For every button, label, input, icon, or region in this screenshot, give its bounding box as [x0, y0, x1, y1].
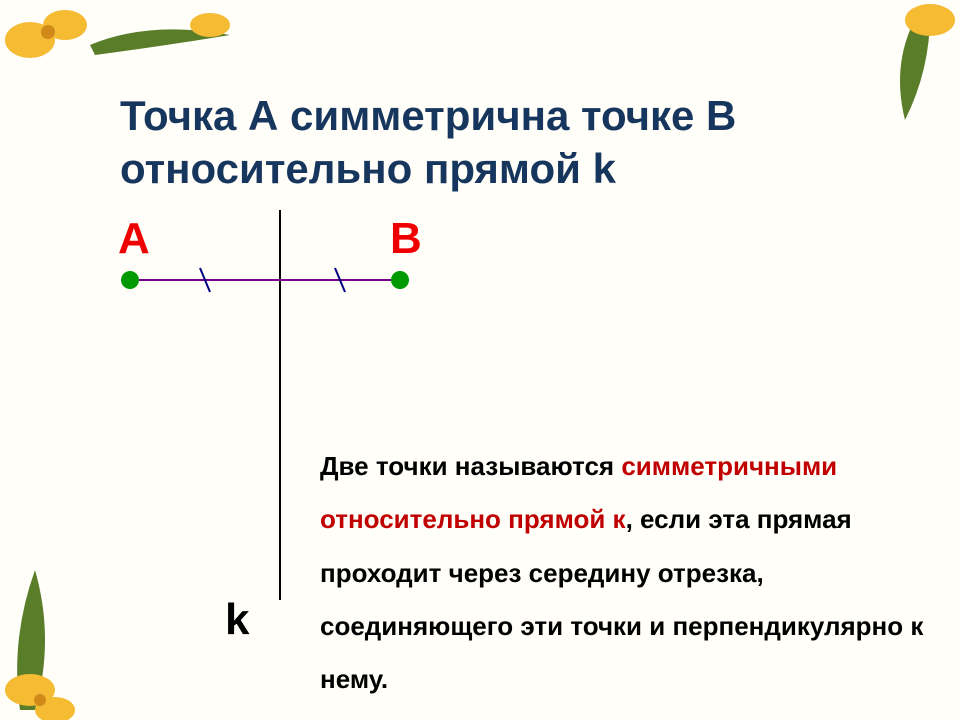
decoration-top-left: [0, 0, 260, 90]
label-a: А: [118, 214, 150, 264]
label-k: k: [225, 595, 249, 645]
definition-text: Две точки называются симметричными относ…: [320, 440, 960, 706]
slide: Точка А симметрична точке В относительно…: [0, 0, 960, 720]
definition-part1: Две точки называются: [320, 451, 621, 481]
label-b: В: [390, 214, 422, 264]
point-a: [121, 271, 139, 289]
slide-title: Точка А симметрична точке В относительно…: [120, 90, 900, 195]
point-b: [391, 271, 409, 289]
